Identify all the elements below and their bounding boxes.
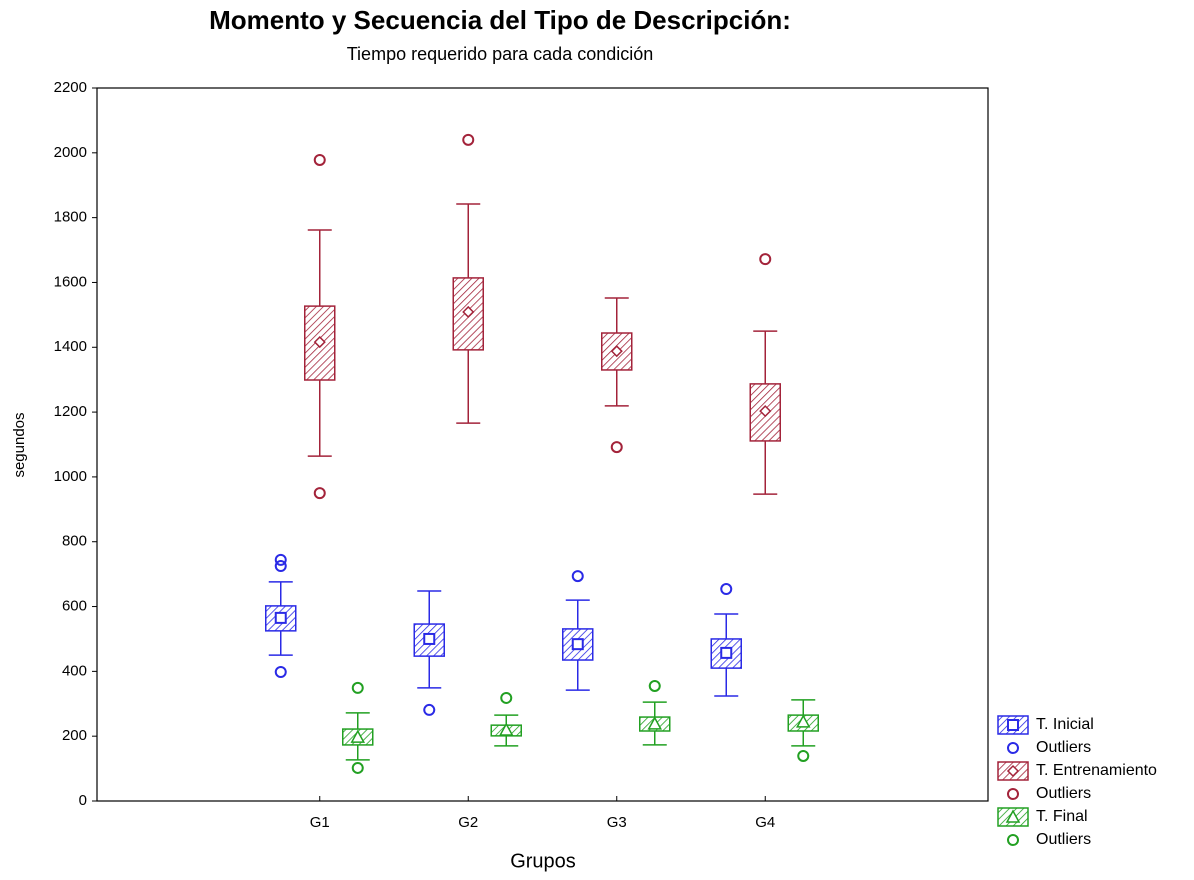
whisker-low xyxy=(345,744,370,761)
center-marker xyxy=(759,405,772,418)
whisker-high xyxy=(714,613,739,639)
whisker-low xyxy=(494,735,519,747)
x-tick-label: G3 xyxy=(607,814,627,831)
whisker-low xyxy=(307,380,332,457)
y-tick-label: 1800 xyxy=(54,209,87,226)
y-tick-label: 1200 xyxy=(54,403,87,420)
whisker-high xyxy=(417,590,442,625)
whisker-low xyxy=(456,349,481,424)
whisker-low xyxy=(791,730,816,747)
x-tick-label: G4 xyxy=(755,814,775,831)
center-marker xyxy=(795,714,811,728)
legend-label: T. Inicial xyxy=(1036,716,1094,733)
center-marker xyxy=(274,611,287,624)
whisker-high xyxy=(753,330,778,384)
y-axis-label: segundos xyxy=(11,412,28,477)
center-marker xyxy=(571,638,584,651)
center-marker xyxy=(498,722,514,736)
x-tick-label: G2 xyxy=(458,814,478,831)
y-tick-label: 1600 xyxy=(54,273,87,290)
outlier xyxy=(500,691,513,704)
outlier xyxy=(571,570,584,583)
y-tick-label: 0 xyxy=(79,792,87,809)
y-tick-label: 200 xyxy=(62,727,87,744)
whisker-high xyxy=(565,599,590,629)
y-tick-label: 2200 xyxy=(54,79,87,96)
legend-label: Outliers xyxy=(1036,739,1091,756)
center-marker xyxy=(423,632,436,645)
center-marker xyxy=(350,729,366,743)
whisker-high xyxy=(791,699,816,716)
x-axis-label: Grupos xyxy=(510,850,576,872)
chart-subtitle: Tiempo requerido para cada condición xyxy=(347,44,654,64)
legend-outlier xyxy=(1007,788,1019,800)
outlier xyxy=(274,560,287,573)
whisker-high xyxy=(642,701,667,718)
whisker-high xyxy=(604,297,629,334)
whisker-low xyxy=(642,730,667,746)
chart-title: Momento y Secuencia del Tipo de Descripc… xyxy=(209,5,791,35)
center-marker xyxy=(647,716,663,730)
y-tick-label: 1000 xyxy=(54,468,87,485)
outlier xyxy=(351,761,364,774)
whisker-high xyxy=(345,712,370,730)
legend-marker xyxy=(1007,719,1019,731)
legend-marker xyxy=(1006,764,1020,778)
outlier xyxy=(313,487,326,500)
whisker-low xyxy=(565,660,590,691)
whisker-low xyxy=(714,668,739,697)
outlier xyxy=(797,749,810,762)
whisker-low xyxy=(604,369,629,407)
y-tick-label: 600 xyxy=(62,598,87,615)
legend-label: T. Entrenamiento xyxy=(1036,762,1157,779)
whisker-low xyxy=(417,656,442,689)
outlier xyxy=(423,703,436,716)
legend-label: Outliers xyxy=(1036,831,1091,848)
outlier xyxy=(610,441,623,454)
y-tick-label: 800 xyxy=(62,533,87,550)
outlier xyxy=(274,666,287,679)
whisker-low xyxy=(753,440,778,495)
outlier xyxy=(648,679,661,692)
whisker-high xyxy=(268,581,293,606)
center-marker xyxy=(462,305,475,319)
outlier xyxy=(462,133,475,146)
y-tick-label: 400 xyxy=(62,662,87,679)
whisker-low xyxy=(268,630,293,656)
legend-label: Outliers xyxy=(1036,785,1091,802)
legend-outlier xyxy=(1007,742,1019,754)
plot-frame xyxy=(96,87,989,802)
outlier xyxy=(759,253,772,266)
whisker-high xyxy=(456,203,481,278)
legend-marker xyxy=(1005,809,1021,823)
y-tick-label: 1400 xyxy=(54,338,87,355)
center-marker xyxy=(610,345,623,358)
x-tick-label: G1 xyxy=(310,814,330,831)
outlier xyxy=(720,583,733,596)
outlier xyxy=(351,681,364,694)
center-marker xyxy=(313,336,326,349)
outlier xyxy=(313,153,326,166)
center-marker xyxy=(720,646,733,659)
whisker-high xyxy=(307,229,332,307)
legend-outlier xyxy=(1007,834,1019,846)
legend-label: T. Final xyxy=(1036,808,1088,825)
outlier xyxy=(274,553,287,566)
y-tick-label: 2000 xyxy=(54,144,87,161)
